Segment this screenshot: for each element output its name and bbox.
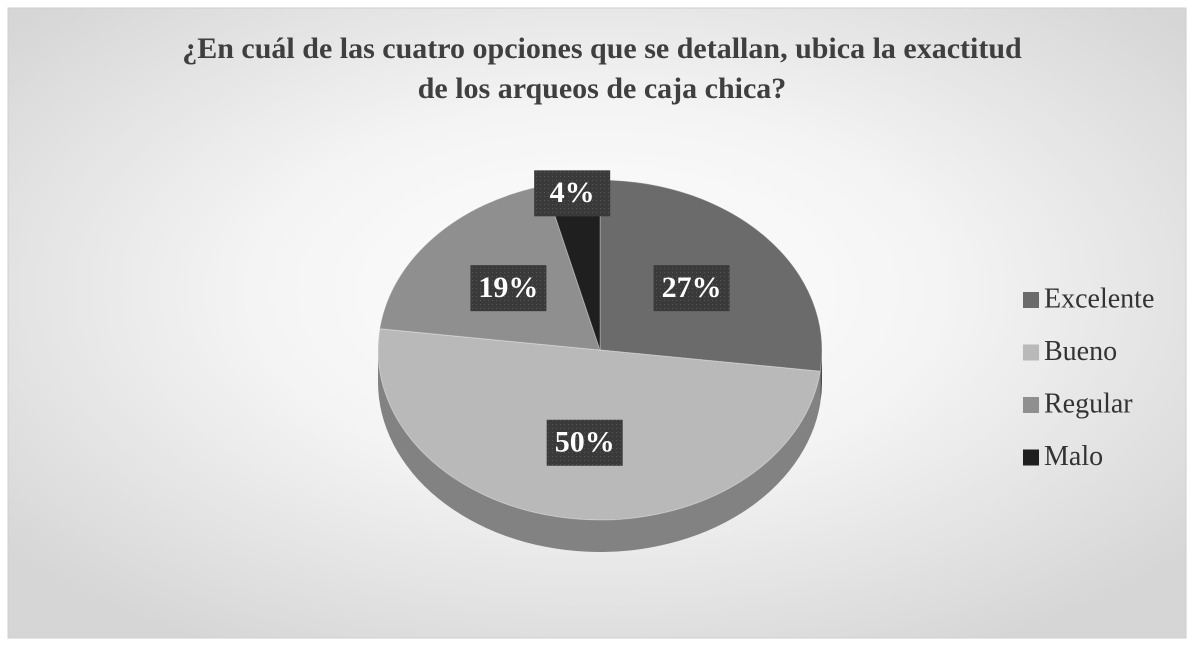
chart-title: ¿En cuál de las cuatro opciones que se d… [182,32,1022,65]
data-label-box [546,419,623,466]
legend-swatch [1023,449,1039,466]
data-label-box [534,170,611,217]
data-label: 19% [478,271,538,304]
legend-label: Bueno [1044,336,1117,367]
data-label: 50% [555,426,615,459]
legend-swatch [1023,292,1039,308]
legend-label: Malo [1044,441,1103,472]
data-label: 27% [662,271,722,304]
legend-swatch [1023,397,1039,413]
legend-label: Regular [1044,388,1133,419]
pie-slice-side [378,350,821,553]
legend-label: Excelente [1044,283,1154,314]
chart-title: de los arqueos de caja chica? [418,72,787,105]
pie-slice-side [820,350,822,404]
legend-swatch [1023,344,1039,361]
data-label-box [653,265,730,312]
data-label-box [470,265,547,312]
data-label: 4% [550,176,595,209]
